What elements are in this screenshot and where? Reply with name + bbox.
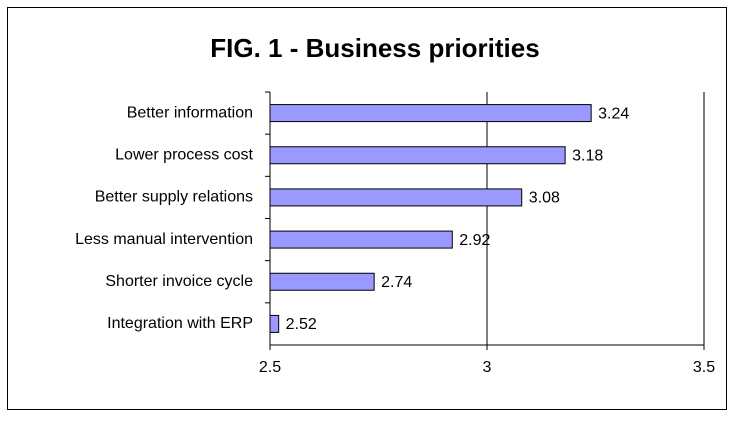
data-label: 2.52 xyxy=(286,316,317,333)
chart-frame xyxy=(7,7,727,410)
data-label: 3.24 xyxy=(598,105,629,122)
bar xyxy=(269,314,280,333)
x-tick-label: 3 xyxy=(483,359,492,376)
x-tick-label: 3.5 xyxy=(693,359,715,376)
data-label: 2.74 xyxy=(381,274,412,291)
bar xyxy=(269,230,453,249)
y-tick-label: Less manual intervention xyxy=(75,231,253,248)
bar xyxy=(269,146,566,165)
bar xyxy=(269,104,592,123)
y-tick-label: Lower process cost xyxy=(115,146,253,163)
y-tick-label: Better supply relations xyxy=(95,189,253,206)
bar xyxy=(269,188,523,207)
y-tick-label: Integration with ERP xyxy=(107,315,253,332)
data-label: 2.92 xyxy=(459,232,490,249)
chart-title: FIG. 1 - Business priorities xyxy=(210,33,539,63)
bar xyxy=(269,272,375,291)
x-tick-label: 2.5 xyxy=(259,359,281,376)
data-label: 3.08 xyxy=(529,190,560,207)
y-tick-label: Better information xyxy=(127,104,253,121)
data-label: 3.18 xyxy=(572,147,603,164)
y-tick-label: Shorter invoice cycle xyxy=(105,273,253,290)
